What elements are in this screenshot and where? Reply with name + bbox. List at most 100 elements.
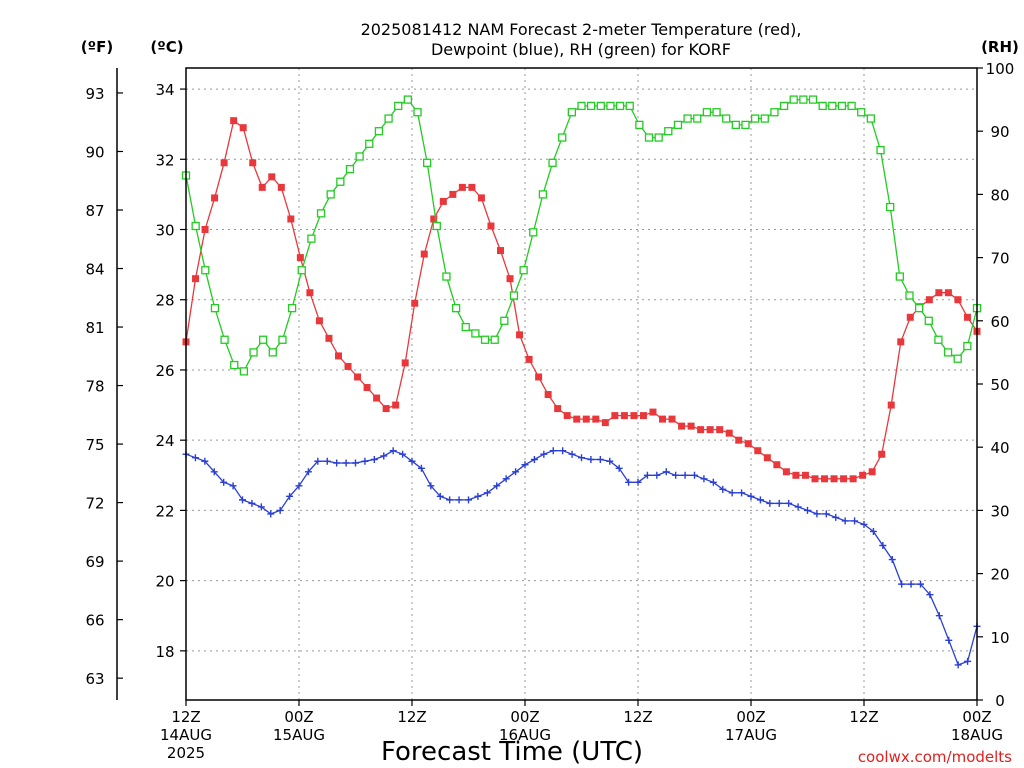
dewpoint-point xyxy=(220,478,228,486)
rh-point xyxy=(722,114,731,123)
rh-point xyxy=(644,133,654,142)
rh-point xyxy=(789,95,798,104)
temperature-point xyxy=(763,454,771,462)
dewpoint-point xyxy=(926,591,934,599)
dewpoint-point xyxy=(851,517,859,525)
dewpoint-point xyxy=(935,612,943,620)
dewpoint-point xyxy=(333,459,341,467)
dewpoint-point xyxy=(804,506,811,514)
temperature-point xyxy=(801,471,809,479)
rh-point xyxy=(394,101,403,111)
temperature-point xyxy=(277,183,285,191)
dewpoint-point xyxy=(841,517,849,525)
rh-point xyxy=(249,348,258,357)
celsius-tick-label: 18 xyxy=(155,643,174,661)
temperature-point xyxy=(840,475,848,483)
fahrenheit-tick-label: 81 xyxy=(85,319,104,337)
temperature-point xyxy=(773,461,781,469)
dewpoint-point xyxy=(352,459,359,467)
dewpoint-point xyxy=(502,475,510,483)
dewpoint-point xyxy=(540,450,548,458)
dewpoint-point xyxy=(370,455,378,463)
rh-point xyxy=(316,209,326,218)
dewpoint-point xyxy=(954,661,962,669)
dewpoint-point xyxy=(399,450,407,458)
temperature-point xyxy=(192,275,200,283)
temperature-point xyxy=(611,412,619,420)
dewpoint-point xyxy=(229,482,237,490)
time-tick-label: 00Z xyxy=(962,708,991,726)
dewpoint-point xyxy=(427,482,435,490)
dewpoint-point xyxy=(276,506,284,514)
rh-point xyxy=(519,266,528,275)
rh-point xyxy=(461,322,470,332)
rh-point xyxy=(712,108,721,117)
temperature-point xyxy=(963,313,971,321)
rh-point xyxy=(750,114,760,123)
chart-title-line-2: Dewpoint (blue), RH (green) for KORF xyxy=(431,40,731,59)
dewpoint-point xyxy=(417,464,425,472)
chart-title-line-1: 2025081412 NAM Forecast 2-meter Temperat… xyxy=(361,20,802,39)
temperature-point xyxy=(592,415,600,423)
rh-point xyxy=(191,221,200,231)
rh-point xyxy=(866,114,876,123)
dewpoint-point xyxy=(380,452,388,460)
rh-point xyxy=(326,190,335,199)
temperature-point xyxy=(382,405,390,413)
dewpoint-point xyxy=(785,499,793,507)
temperature-point xyxy=(573,415,581,423)
rh-point xyxy=(654,133,663,142)
dewpoint-point xyxy=(267,510,275,518)
rh-point xyxy=(259,335,268,344)
series-layer xyxy=(181,95,982,669)
temperature-point xyxy=(420,250,428,258)
fahrenheit-tick-label: 90 xyxy=(85,143,104,161)
rh-point xyxy=(268,348,277,357)
temperature-point xyxy=(925,296,933,304)
celsius-tick-label: 20 xyxy=(155,573,174,591)
dewpoint-point xyxy=(832,513,840,521)
rh-tick-label: 30 xyxy=(990,502,1009,520)
temperature-point xyxy=(601,419,609,427)
time-tick-label: 12Z xyxy=(623,708,652,726)
dewpoint-point xyxy=(964,657,972,665)
dewpoint-point xyxy=(408,457,416,465)
dewpoint-point xyxy=(738,489,746,497)
dewpoint-point xyxy=(530,455,538,463)
temperature-point xyxy=(935,289,943,297)
dewpoint-point xyxy=(709,478,717,486)
temperature-point xyxy=(897,338,905,346)
rh-point xyxy=(500,316,509,325)
dewpoint-point xyxy=(606,457,614,465)
dewpoint-point xyxy=(342,459,350,467)
dewpoint-point xyxy=(917,580,924,588)
rh-point xyxy=(307,234,316,243)
credit-text: coolwx.com/modelts xyxy=(858,748,1012,766)
dewpoint-point xyxy=(483,489,491,497)
temperature-point xyxy=(582,415,590,423)
time-tick-label: 12Z xyxy=(397,708,426,726)
time-tick-label: 16AUG xyxy=(499,726,551,744)
rh-point xyxy=(403,95,413,104)
temperature-point xyxy=(373,394,381,402)
rh-point xyxy=(278,335,287,344)
dewpoint-point xyxy=(907,580,915,588)
time-tick-label: 18AUG xyxy=(951,726,1003,744)
celsius-tick-label: 30 xyxy=(155,222,174,240)
dewpoint-point xyxy=(389,447,397,455)
temperature-point xyxy=(506,275,514,283)
temperature-point xyxy=(563,412,571,420)
dewpoint-point xyxy=(587,455,595,463)
rh-point xyxy=(442,272,451,281)
rh-point xyxy=(625,101,634,111)
rh-point xyxy=(847,101,856,111)
temperature-point xyxy=(477,194,485,202)
rh-point xyxy=(963,341,972,351)
dewpoint-point xyxy=(691,471,698,479)
temperature-point xyxy=(725,429,733,437)
dewpoint-point xyxy=(888,556,896,564)
rh-point xyxy=(230,360,239,370)
time-tick-label: 00Z xyxy=(736,708,765,726)
dewpoint-point xyxy=(512,468,520,476)
